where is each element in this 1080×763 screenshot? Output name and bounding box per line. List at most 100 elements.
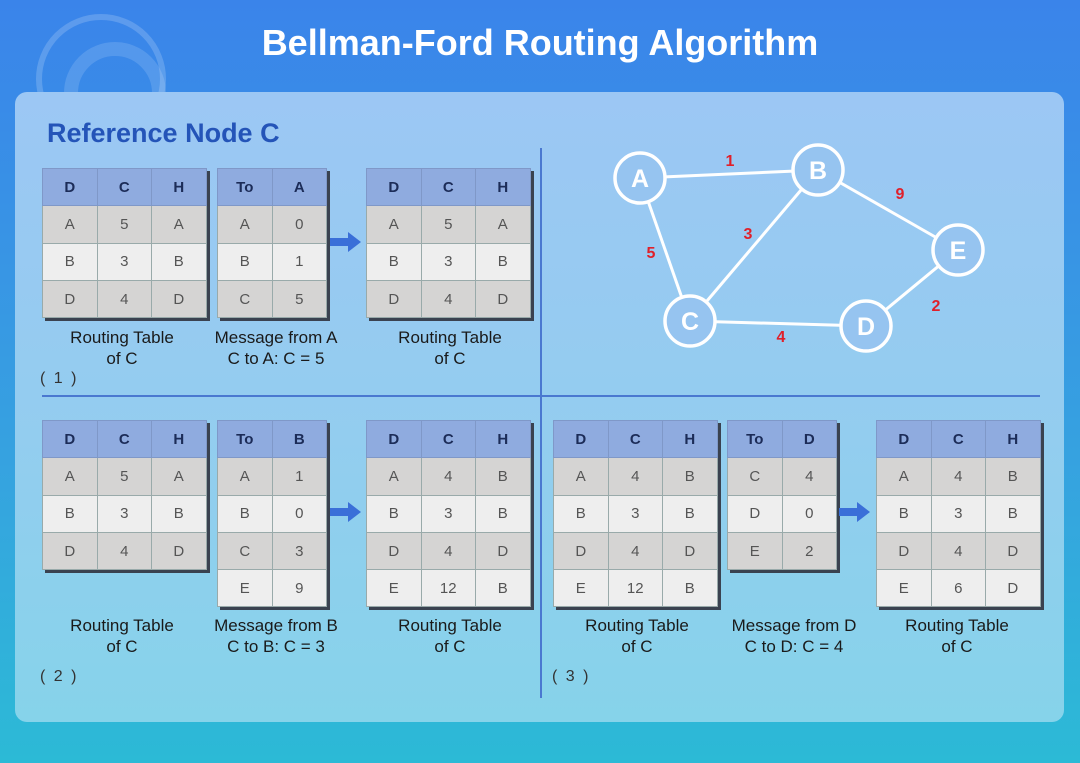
- table-cell: D: [42, 279, 98, 319]
- table-cell: 12: [607, 569, 663, 608]
- table-cell: 3: [420, 494, 476, 533]
- caption-line: of C: [434, 637, 466, 656]
- step-number: ( 3 ): [552, 668, 591, 685]
- column-header: B: [271, 419, 327, 459]
- node-E: [931, 223, 985, 277]
- table-cell: D: [985, 531, 1041, 571]
- table-cell: 4: [420, 457, 476, 496]
- table-cell: B: [662, 569, 718, 608]
- caption-line: C to B: C = 3: [227, 637, 325, 656]
- table-cell: A: [42, 457, 98, 496]
- table-cell: A: [475, 205, 531, 244]
- table-cell: 5: [420, 205, 476, 244]
- arrow-right-icon: [330, 502, 361, 522]
- table-cell: B: [662, 457, 718, 496]
- table-cell: 6: [930, 569, 986, 608]
- caption-line: of C: [434, 349, 466, 368]
- table-cell: B: [662, 494, 718, 533]
- edge-A-B: [639, 168, 819, 180]
- column-header: D: [876, 419, 932, 459]
- routing-table: D C H A 4 B B 3 B D 4 D E 12 B: [366, 419, 531, 608]
- node-label: E: [950, 237, 967, 265]
- node-D: [839, 299, 893, 353]
- column-header: To: [727, 419, 783, 459]
- table-cell: 4: [607, 457, 663, 496]
- table-cell: A: [366, 205, 422, 244]
- table-caption: Message from B C to B: C = 3: [191, 615, 361, 657]
- column-header: D: [366, 419, 422, 459]
- table-cell: C: [217, 531, 273, 571]
- caption-line: Message from D: [731, 616, 857, 635]
- table-cell: B: [217, 242, 273, 281]
- table-cell: 9: [271, 569, 327, 608]
- table-cell: 4: [930, 457, 986, 496]
- table-cell: B: [985, 457, 1041, 496]
- table-caption: Routing Table of C: [552, 615, 722, 657]
- table-cell: 4: [781, 457, 837, 496]
- table-cell: B: [366, 242, 422, 281]
- table-cell: B: [42, 242, 98, 281]
- table-cell: C: [217, 279, 273, 319]
- table-cell: E: [727, 531, 783, 571]
- column-header: H: [475, 167, 531, 207]
- table-cell: B: [985, 494, 1041, 533]
- table-cell: A: [217, 457, 273, 496]
- caption-line: Routing Table: [398, 328, 502, 347]
- caption-line: Routing Table: [70, 328, 174, 347]
- arrow-right-icon: [330, 232, 361, 252]
- caption-line: Message from B: [214, 616, 338, 635]
- node-B: [791, 143, 845, 197]
- table-cell: D: [366, 531, 422, 571]
- table-cell: B: [366, 494, 422, 533]
- table-cell: E: [366, 569, 422, 608]
- edge-B-E: [817, 168, 959, 252]
- table-cell: B: [151, 494, 207, 533]
- table-cell: E: [553, 569, 609, 608]
- caption-line: C to A: C = 5: [227, 349, 325, 368]
- table-cell: D: [151, 279, 207, 319]
- caption-line: C to D: C = 4: [744, 637, 844, 656]
- table-cell: 3: [96, 242, 152, 281]
- table-caption: Routing Table of C: [37, 615, 207, 657]
- table-cell: 1: [271, 457, 327, 496]
- column-header: A: [271, 167, 327, 207]
- table-cell: D: [553, 531, 609, 571]
- table-caption: Routing Table of C: [37, 327, 207, 369]
- column-header: To: [217, 419, 273, 459]
- table-cell: 4: [420, 531, 476, 571]
- table-cell: 4: [96, 279, 152, 319]
- table-cell: E: [217, 569, 273, 608]
- message-table: To B A 1 B 0 C 3 E 9: [217, 419, 327, 608]
- table-cell: B: [553, 494, 609, 533]
- column-header: H: [475, 419, 531, 459]
- column-header: C: [607, 419, 663, 459]
- table-cell: D: [42, 531, 98, 571]
- routing-table: D C H A 4 B B 3 B D 4 D E 12 B: [553, 419, 718, 608]
- edge-weight-label: 4: [777, 329, 786, 346]
- table-cell: D: [985, 569, 1041, 608]
- column-header: D: [42, 419, 98, 459]
- caption-line: Routing Table: [70, 616, 174, 635]
- table-cell: 2: [781, 531, 837, 571]
- table-cell: A: [366, 457, 422, 496]
- column-header: C: [930, 419, 986, 459]
- horizontal-divider: [42, 395, 1040, 397]
- step-number: ( 1 ): [40, 370, 79, 387]
- table-cell: B: [876, 494, 932, 533]
- node-label: C: [681, 308, 699, 336]
- node-label: D: [857, 313, 875, 341]
- edge-weight-label: 1: [726, 153, 735, 170]
- node-C: [663, 294, 717, 348]
